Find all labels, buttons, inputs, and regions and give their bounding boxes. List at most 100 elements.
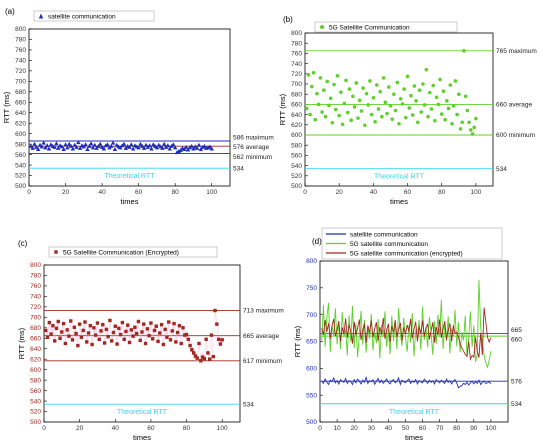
- data-point: [330, 120, 335, 125]
- data-point: [85, 340, 89, 344]
- y-tick-label: 720: [30, 304, 41, 311]
- data-point: [323, 114, 328, 119]
- data-point: [194, 145, 200, 150]
- x-tick-label: 100: [217, 425, 228, 432]
- data-point: [333, 107, 338, 112]
- y-tick-label: 550: [306, 392, 317, 399]
- x-tick-label: 0: [303, 189, 307, 196]
- y-tick-label: 640: [30, 346, 41, 353]
- x-tick-label: 20: [336, 189, 344, 196]
- y-tick-label: 660: [291, 102, 302, 109]
- data-point: [368, 79, 372, 83]
- data-point: [393, 108, 398, 113]
- y-tick-label: 620: [291, 122, 302, 129]
- data-point: [176, 149, 182, 154]
- data-point: [154, 145, 160, 150]
- data-point: [93, 333, 98, 337]
- data-point: [364, 91, 369, 96]
- data-point: [154, 324, 158, 328]
- data-point: [152, 328, 157, 333]
- data-point: [92, 326, 96, 330]
- data-point: [200, 144, 205, 149]
- panel-label: (c): [18, 239, 28, 248]
- data-point: [60, 330, 64, 334]
- data-point: [129, 142, 134, 147]
- data-point: [95, 321, 100, 325]
- data-point: [142, 322, 146, 326]
- x-tick-label: 0: [42, 425, 46, 432]
- reference-line-label: 534: [496, 166, 507, 173]
- data-point: [165, 143, 171, 148]
- y-tick-label: 500: [30, 419, 41, 426]
- y-tick-label: 740: [291, 61, 302, 68]
- data-point: [140, 330, 144, 334]
- data-point: [118, 332, 123, 337]
- data-point: [105, 142, 110, 147]
- data-point: [465, 108, 470, 113]
- x-tick-label: 90: [470, 425, 478, 432]
- data-point: [143, 142, 149, 147]
- data-point: [376, 107, 381, 111]
- data-point: [344, 78, 348, 83]
- data-point: [165, 335, 169, 339]
- panel-label: (d): [312, 237, 322, 246]
- y-tick-label: 580: [15, 141, 26, 148]
- data-point: [63, 142, 68, 147]
- data-point: [90, 145, 96, 150]
- y-tick-label: 660: [30, 335, 41, 342]
- data-point: [74, 331, 78, 336]
- y-axis-label: RTT (ms): [2, 91, 11, 123]
- data-point: [92, 142, 97, 147]
- data-point: [76, 343, 80, 348]
- y-tick-label: 500: [291, 183, 302, 190]
- y-tick-label: 620: [15, 120, 26, 127]
- data-point: [70, 338, 75, 342]
- data-point: [327, 103, 331, 108]
- y-tick-label: 580: [30, 377, 41, 384]
- data-point: [357, 98, 362, 103]
- data-point: [98, 141, 103, 146]
- data-point: [162, 141, 167, 146]
- data-point: [160, 145, 165, 150]
- data-point: [371, 95, 376, 100]
- panel-label: (a): [5, 7, 15, 16]
- data-point: [115, 342, 119, 346]
- data-point: [434, 95, 439, 100]
- plot-frame: [304, 32, 494, 187]
- data-point: [448, 83, 453, 87]
- data-point: [417, 88, 422, 92]
- reference-line-label: 586 maximum: [233, 134, 274, 141]
- data-point: [190, 348, 194, 352]
- data-point: [174, 340, 178, 344]
- x-tick-label: 100: [485, 425, 496, 432]
- data-point: [410, 113, 415, 117]
- data-point: [65, 145, 70, 150]
- data-point: [322, 88, 326, 92]
- data-point: [429, 107, 434, 111]
- data-point: [310, 84, 314, 89]
- x-tick-label: 0: [318, 425, 322, 432]
- y-tick-label: 600: [306, 366, 317, 373]
- data-point: [174, 150, 180, 155]
- data-point: [52, 144, 57, 149]
- legend-marker: [38, 13, 44, 19]
- y-tick-label: 680: [291, 91, 302, 98]
- data-point: [56, 319, 60, 324]
- data-point: [74, 144, 79, 149]
- data-point: [58, 336, 62, 340]
- legend-label: 5G Satellite Communication (Encrypted): [63, 250, 179, 257]
- data-point: [193, 354, 198, 358]
- data-point: [320, 110, 324, 114]
- data-point: [197, 341, 201, 346]
- y-tick-label: 760: [291, 51, 302, 58]
- y-tick-label: 560: [15, 152, 26, 159]
- y-tick-label: 780: [30, 273, 41, 280]
- data-point: [123, 145, 129, 150]
- y-tick-label: 520: [30, 409, 41, 416]
- legend-box: [314, 21, 458, 33]
- data-point: [383, 100, 388, 105]
- y-tick-label: 500: [306, 419, 317, 426]
- data-point: [349, 118, 353, 123]
- data-point: [340, 122, 345, 127]
